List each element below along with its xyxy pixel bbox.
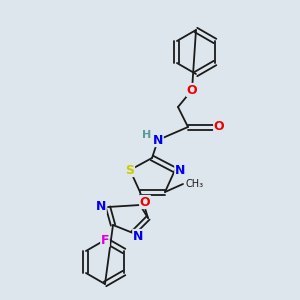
Text: O: O bbox=[214, 121, 224, 134]
Text: O: O bbox=[187, 83, 197, 97]
Text: CH₃: CH₃ bbox=[185, 179, 203, 189]
Text: N: N bbox=[175, 164, 185, 176]
Text: H: H bbox=[142, 130, 152, 140]
Text: F: F bbox=[101, 233, 109, 247]
Text: N: N bbox=[153, 134, 163, 146]
Text: S: S bbox=[125, 164, 134, 176]
Text: N: N bbox=[133, 230, 143, 242]
Text: N: N bbox=[96, 200, 106, 214]
Text: O: O bbox=[140, 196, 150, 208]
